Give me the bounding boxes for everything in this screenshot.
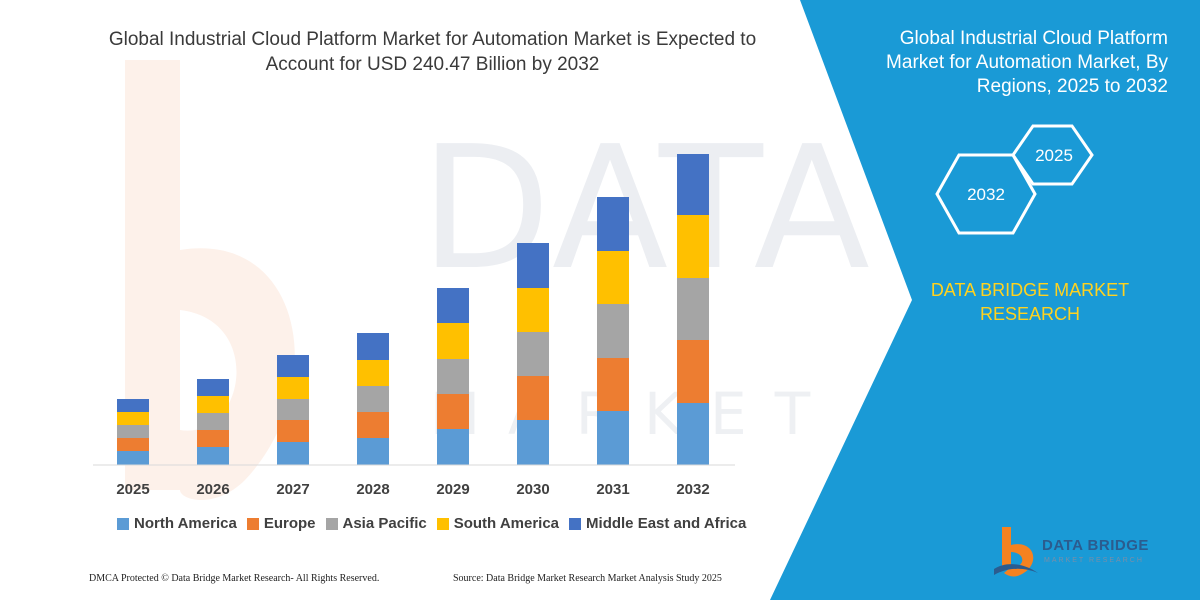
- bar-segment-europe-2029: [437, 394, 469, 429]
- bar-segment-middle-east-and-africa-2027: [277, 355, 309, 377]
- bar-segment-asia-pacific-2027: [277, 399, 309, 420]
- bar-segment-north-america-2030: [517, 420, 549, 465]
- legend-swatch: [325, 517, 338, 530]
- bar-segment-asia-pacific-2026: [197, 413, 229, 430]
- bar-segment-north-america-2028: [357, 438, 389, 465]
- bar-segment-north-america-2025: [117, 451, 149, 465]
- legend-label: North America: [134, 515, 237, 532]
- bar-segment-south-america-2027: [277, 377, 309, 399]
- bar-segment-south-america-2026: [197, 396, 229, 413]
- bar-group-2030: [517, 243, 549, 465]
- legend-swatch: [436, 517, 449, 530]
- bar-segment-europe-2032: [677, 340, 709, 403]
- footer-source: Source: Data Bridge Market Research Mark…: [453, 573, 722, 584]
- bar-group-2029: [437, 288, 469, 465]
- bar-segment-south-america-2031: [597, 251, 629, 304]
- legend-item-middle-east-and-africa: Middle East and Africa: [569, 515, 746, 532]
- bar-segment-middle-east-and-africa-2026: [197, 379, 229, 396]
- bar-group-2031: [597, 197, 629, 465]
- legend-swatch: [117, 517, 129, 530]
- bar-segment-asia-pacific-2025: [117, 425, 149, 438]
- x-tick-label: 2025: [116, 481, 149, 498]
- bar-segment-north-america-2029: [437, 429, 469, 465]
- bar-group-2028: [357, 333, 389, 465]
- bar-segment-europe-2027: [277, 420, 309, 442]
- bar-segment-middle-east-and-africa-2029: [437, 288, 469, 323]
- legend-swatch: [246, 517, 259, 530]
- bar-segment-north-america-2027: [277, 442, 309, 465]
- hex-label-2025: 2025: [1035, 146, 1073, 165]
- legend-item-south-america: South America: [436, 515, 560, 532]
- bar-segment-asia-pacific-2028: [357, 386, 389, 412]
- legend-item-europe: Europe: [246, 515, 316, 532]
- legend-swatch: [569, 517, 582, 530]
- bar-groups: [117, 154, 709, 465]
- hex-2032: [935, 153, 1037, 235]
- x-tick-label: 2026: [196, 481, 229, 498]
- legend-label: Asia Pacific: [342, 515, 427, 532]
- bar-segment-north-america-2032: [677, 403, 709, 465]
- stacked-bar-chart: 2025 2026 2027 2028 2029 2030 2031 2032: [93, 154, 735, 498]
- bar-group-2025: [117, 399, 149, 465]
- bar-segment-asia-pacific-2030: [517, 332, 549, 376]
- legend-label: South America: [453, 515, 560, 532]
- chart-legend: North America Europe Asia Pacific South Ame…: [117, 515, 756, 532]
- data-bridge-logo-icon: [994, 527, 1038, 577]
- x-tick-label: 2029: [436, 481, 469, 498]
- bar-segment-south-america-2029: [437, 323, 469, 359]
- bar-segment-middle-east-and-africa-2030: [517, 243, 549, 288]
- bar-segment-europe-2028: [357, 412, 389, 438]
- bar-segment-south-america-2030: [517, 288, 549, 332]
- hex-label-2032: 2032: [967, 185, 1005, 204]
- bar-segment-middle-east-and-africa-2025: [117, 399, 149, 412]
- chart-title: Global Industrial Cloud Platform Market …: [108, 29, 757, 75]
- footer-copyright: DMCA Protected © Data Bridge Market Rese…: [89, 573, 380, 584]
- x-tick-label: 2030: [516, 481, 549, 498]
- legend-label: Middle East and Africa: [586, 515, 747, 532]
- legend-item-asia-pacific: Asia Pacific: [325, 515, 427, 532]
- bar-segment-south-america-2028: [357, 360, 389, 386]
- bar-group-2027: [277, 355, 309, 465]
- bar-segment-middle-east-and-africa-2032: [677, 154, 709, 215]
- panel-title: Global Industrial Cloud Platform Market …: [886, 28, 1168, 97]
- bar-segment-middle-east-and-africa-2028: [357, 333, 389, 360]
- x-tick-label: 2028: [356, 481, 389, 498]
- legend-label: Europe: [263, 515, 316, 532]
- bar-segment-south-america-2025: [117, 412, 149, 425]
- legend-item-north-america: North America: [117, 515, 237, 532]
- logo-name: DATA BRIDGE: [1042, 537, 1149, 554]
- bar-segment-asia-pacific-2031: [597, 304, 629, 358]
- bar-group-2026: [197, 379, 229, 465]
- x-tick-label: 2027: [276, 481, 309, 498]
- panel-background: [770, 0, 1200, 600]
- panel-brand-name: DATA BRIDGE MARKET RESEARCH: [930, 280, 1130, 324]
- x-tick-label: 2032: [676, 481, 709, 498]
- x-tick-labels: 2025 2026 2027 2028 2029 2030 2031 2032: [116, 481, 709, 498]
- bar-segment-europe-2025: [117, 438, 149, 451]
- bar-group-2032: [677, 154, 709, 465]
- bar-segment-north-america-2031: [597, 411, 629, 465]
- bar-segment-north-america-2026: [197, 447, 229, 465]
- bar-segment-middle-east-and-africa-2031: [597, 197, 629, 251]
- logo-tagline: MARKET RESEARCH: [1044, 557, 1144, 564]
- bar-segment-europe-2030: [517, 376, 549, 420]
- bar-segment-south-america-2032: [677, 215, 709, 278]
- bar-segment-europe-2031: [597, 358, 629, 411]
- bar-segment-asia-pacific-2032: [677, 278, 709, 340]
- bar-segment-europe-2026: [197, 430, 229, 447]
- bar-segment-asia-pacific-2029: [437, 359, 469, 394]
- x-tick-label: 2031: [596, 481, 629, 498]
